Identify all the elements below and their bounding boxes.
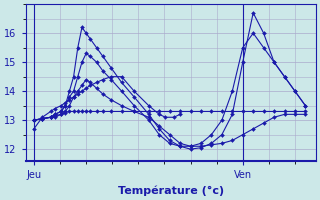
X-axis label: Température (°c): Température (°c) <box>118 185 224 196</box>
